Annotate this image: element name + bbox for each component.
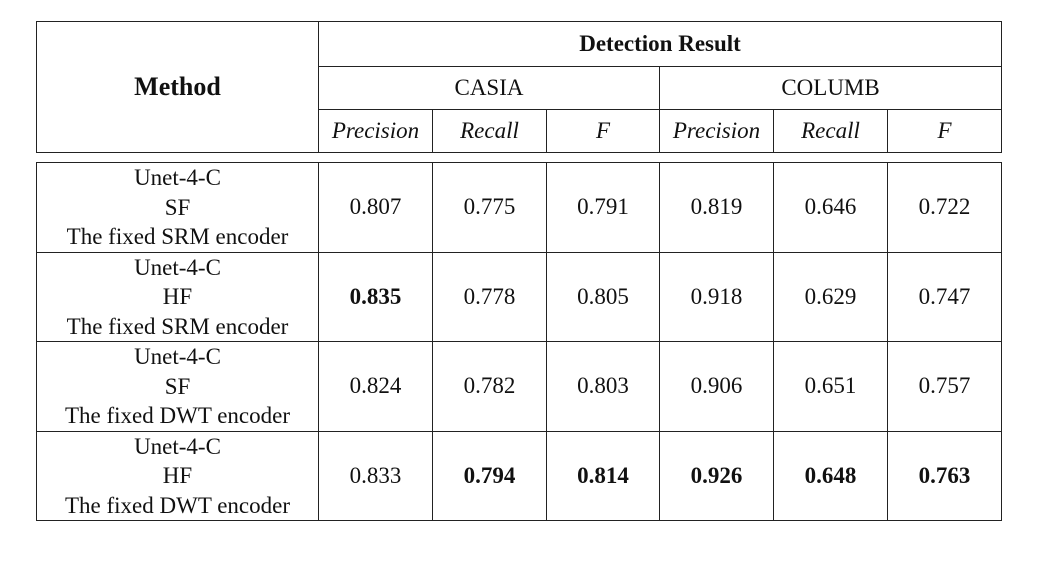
value-cell: 0.805 (546, 251, 660, 342)
value-cell: 0.819 (659, 162, 774, 253)
method-line: HF (162, 284, 193, 309)
value-cell: 0.757 (887, 341, 1002, 432)
method-line: SF (164, 373, 191, 399)
value-cell: 0.782 (432, 341, 547, 432)
value-cell: 0.794 (432, 430, 547, 521)
metric-header-f: F (886, 109, 1003, 153)
value-cell: 0.651 (773, 341, 888, 432)
method-cell: Unet-4-C HF The fixed SRM encoder (36, 251, 319, 342)
results-table-header: Method Detection Result CASIA COLUMB Pre… (36, 21, 1003, 153)
value-cell: 0.747 (887, 251, 1002, 342)
method-line: The fixed DWT encoder (64, 492, 290, 518)
metric-header-recall: Recall (432, 109, 547, 153)
table-row: Unet-4-C SF The fixed DWT encoder 0.824 0.78… (36, 341, 1002, 432)
value-cell: 0.835 (318, 251, 433, 342)
method-cell: Unet-4-C SF The fixed SRM encoder (36, 162, 319, 253)
metric-header-recall: Recall (773, 109, 888, 153)
metric-header-f: F (546, 109, 660, 153)
value-cell: 0.918 (659, 251, 774, 342)
detection-result-header: Detection Result (317, 21, 1003, 67)
value-cell: 0.803 (546, 341, 660, 432)
method-line: Unet-4-C (134, 165, 221, 190)
value-cell: 0.648 (773, 430, 888, 521)
table-row: Unet-4-C SF The fixed SRM encoder 0.807 0.77… (36, 162, 1002, 253)
value-cell: 0.791 (546, 162, 660, 253)
method-line: Unet-4-C (134, 344, 221, 369)
method-line: SF (164, 194, 191, 220)
metric-header-precision: Precision (659, 109, 774, 153)
value-cell: 0.775 (432, 162, 547, 253)
value-cell: 0.926 (659, 430, 774, 521)
method-header: Method (36, 21, 319, 153)
value-cell: 0.778 (432, 251, 547, 342)
value-cell: 0.814 (546, 430, 660, 521)
method-line: HF (162, 463, 193, 488)
dataset-header-columb: COLUMB (658, 66, 1003, 110)
method-line: The fixed SRM encoder (66, 313, 289, 339)
value-cell: 0.824 (318, 341, 433, 432)
value-cell: 0.807 (318, 162, 433, 253)
table-row: Unet-4-C HF The fixed DWT encoder 0.833 0.79… (36, 430, 1002, 521)
method-line: Unet-4-C (134, 433, 221, 459)
value-cell: 0.833 (318, 430, 433, 521)
method-line: The fixed DWT encoder (64, 403, 290, 428)
metric-header-precision: Precision (318, 109, 433, 153)
table-row: Unet-4-C HF The fixed SRM encoder 0.835 0.77… (36, 251, 1002, 342)
dataset-header-casia: CASIA (318, 66, 660, 110)
method-cell: Unet-4-C SF The fixed DWT encoder (36, 341, 319, 432)
method-line: The fixed SRM encoder (66, 224, 289, 249)
value-cell: 0.906 (659, 341, 774, 432)
value-cell: 0.763 (887, 430, 1002, 521)
results-table-body: Unet-4-C SF The fixed SRM encoder 0.807 0.77… (36, 162, 1002, 521)
value-cell: 0.722 (887, 162, 1002, 253)
method-cell: Unet-4-C HF The fixed DWT encoder (36, 430, 319, 521)
method-line: Unet-4-C (134, 254, 221, 280)
value-cell: 0.646 (773, 162, 888, 253)
value-cell: 0.629 (773, 251, 888, 342)
